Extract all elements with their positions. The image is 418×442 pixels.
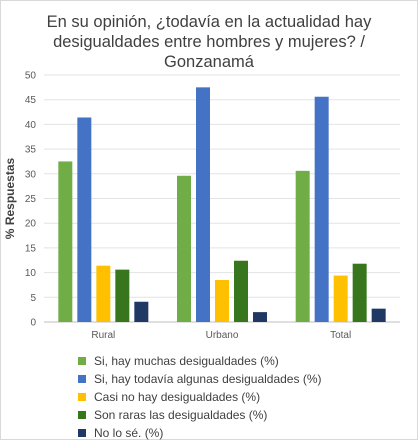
y-tick-label: 40 [25,120,37,131]
legend-label: No lo sé. (%) [94,426,164,440]
x-tick-label: Total [330,330,351,341]
y-tick-label: 20 [25,219,37,230]
legend-item: Son raras las desigualdades (%) [78,406,321,424]
chart-title-line-3: Gonzanamá [164,53,254,71]
y-tick-label: 25 [25,194,37,205]
legend-label: Si, hay muchas desigualdades (%) [94,354,279,368]
bar [115,269,130,322]
chart-legend: Si, hay muchas desigualdades (%) Si, hay … [78,352,321,442]
bar [215,280,229,322]
bar [177,175,191,322]
legend-item: Si, hay muchas desigualdades (%) [78,352,321,370]
legend-swatch [78,429,86,437]
y-tick-label: 15 [25,243,37,254]
y-axis-label: % Respuestas [3,157,17,239]
chart-title: En su opinión, ¿todavía en la actualidad… [0,12,418,72]
chart-title-line-2: desigualdades entre hombres y mujeres? / [53,33,365,51]
bar [96,265,111,322]
bar [134,301,149,322]
y-tick-label: 10 [25,268,37,279]
bar [58,161,73,322]
legend-label: Son raras las desigualdades (%) [94,408,268,422]
legend-label: Casi no hay desigualdades (%) [94,390,261,404]
legend-swatch [78,411,86,419]
bar [196,87,210,322]
bar [333,275,348,322]
bar [253,312,267,322]
x-tick-label: Rural [91,330,115,341]
legend-item: Casi no hay desigualdades (%) [78,388,321,406]
legend-swatch [78,393,86,401]
x-tick-label: Urbano [206,330,239,341]
bar [77,117,92,322]
chart-title-line-1: En su opinión, ¿todavía en la actualidad… [46,13,372,31]
y-tick-label: 45 [25,95,37,106]
bar [314,96,329,323]
legend-swatch [78,357,86,365]
legend-item: No lo sé. (%) [78,424,321,442]
bar [234,260,248,322]
y-tick-label: 50 [25,71,37,82]
legend-item: Si, hay todavía algunas desigualdades (%… [78,370,321,388]
y-tick-label: 5 [30,293,36,304]
bar [352,263,367,322]
legend-label: Si, hay todavía algunas desigualdades (%… [94,372,322,386]
y-tick-label: 30 [25,169,37,180]
y-tick-label: 35 [25,145,37,156]
bar [371,308,386,322]
y-tick-label: 0 [30,318,36,329]
bar [295,170,310,322]
legend-swatch [78,375,86,383]
